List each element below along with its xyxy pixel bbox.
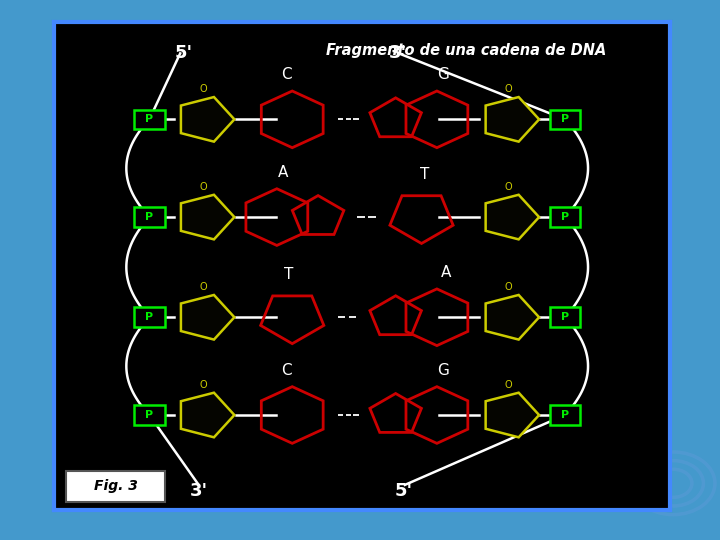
- FancyBboxPatch shape: [134, 207, 165, 227]
- Text: 3': 3': [189, 482, 208, 500]
- Text: O: O: [505, 380, 512, 390]
- Text: 5': 5': [395, 482, 413, 500]
- Text: P: P: [561, 312, 569, 322]
- FancyBboxPatch shape: [549, 207, 580, 227]
- Text: P: P: [561, 114, 569, 124]
- Polygon shape: [181, 195, 235, 239]
- Text: O: O: [199, 380, 207, 390]
- Text: C: C: [281, 67, 292, 82]
- Polygon shape: [485, 195, 539, 239]
- Polygon shape: [485, 393, 539, 437]
- Text: O: O: [505, 282, 512, 292]
- Text: P: P: [145, 212, 153, 222]
- Text: P: P: [145, 410, 153, 420]
- Polygon shape: [181, 295, 235, 340]
- Text: 3': 3': [389, 44, 407, 62]
- Text: O: O: [199, 282, 207, 292]
- Text: G: G: [437, 67, 449, 82]
- Text: P: P: [145, 114, 153, 124]
- Text: P: P: [561, 410, 569, 420]
- Text: 5': 5': [174, 44, 192, 62]
- Text: Fig. 3: Fig. 3: [94, 480, 138, 494]
- Text: P: P: [561, 212, 569, 222]
- Text: O: O: [199, 182, 207, 192]
- Polygon shape: [181, 97, 235, 141]
- Polygon shape: [181, 393, 235, 437]
- Text: A: A: [278, 165, 288, 180]
- FancyBboxPatch shape: [549, 307, 580, 327]
- Text: O: O: [505, 182, 512, 192]
- Text: P: P: [145, 312, 153, 322]
- Text: G: G: [437, 363, 449, 378]
- FancyBboxPatch shape: [134, 307, 165, 327]
- FancyBboxPatch shape: [549, 110, 580, 129]
- Text: O: O: [199, 84, 207, 94]
- Text: T: T: [284, 267, 294, 282]
- FancyBboxPatch shape: [66, 471, 165, 502]
- FancyBboxPatch shape: [134, 405, 165, 425]
- Text: T: T: [420, 167, 429, 182]
- Text: Fragmento de una cadena de DNA: Fragmento de una cadena de DNA: [326, 43, 607, 58]
- Text: C: C: [281, 363, 292, 378]
- FancyBboxPatch shape: [549, 405, 580, 425]
- Polygon shape: [485, 295, 539, 340]
- FancyBboxPatch shape: [134, 110, 165, 129]
- Text: A: A: [441, 265, 451, 280]
- Polygon shape: [485, 97, 539, 141]
- Text: O: O: [505, 84, 512, 94]
